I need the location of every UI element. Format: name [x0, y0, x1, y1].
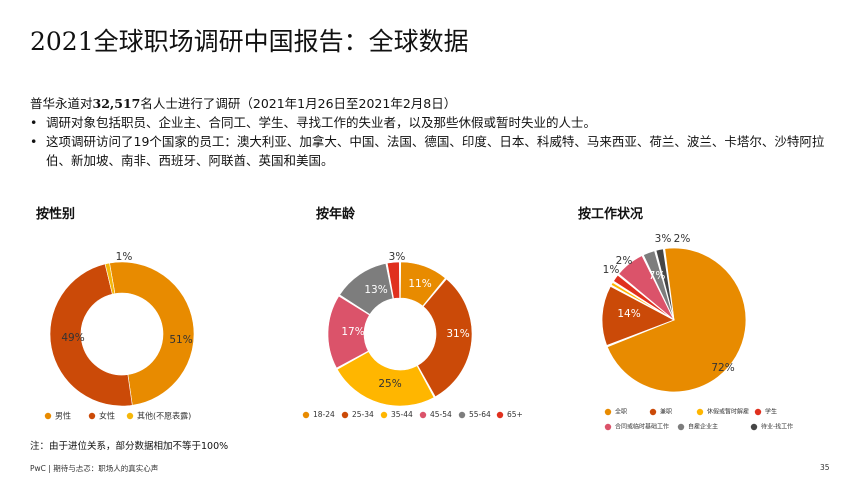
survey-notes: 调研对象包括职员、企业主、合同工、学生、寻找工作的失业者，以及那些休假或暂时失业… — [30, 113, 830, 170]
respondent-count: 32,517 — [92, 96, 141, 111]
legend-swatch — [341, 411, 349, 419]
slice-label: 1% — [603, 264, 620, 276]
slice-label: 7% — [649, 270, 666, 282]
legend-label: 待业-找工作 — [761, 423, 793, 431]
legend-label: 18-24 — [313, 410, 335, 419]
slice-55-64 — [339, 263, 394, 315]
legend-label: 65+ — [507, 410, 523, 419]
legend-label: 全职 — [615, 408, 627, 416]
slice-label: 1% — [116, 251, 133, 263]
chart-title-age: 按年龄 — [316, 207, 356, 222]
footer-source: PwC | 期待与忐忑：职场人的真实心声 — [30, 464, 159, 473]
legend-swatch — [677, 423, 685, 431]
legend-swatch — [302, 411, 310, 419]
slice-label: 11% — [408, 278, 431, 290]
bullet-respondents: 调研对象包括职员、企业主、合同工、学生、寻找工作的失业者，以及那些休假或暂时失业… — [30, 113, 830, 132]
chart-title-work-status: 按工作状况 — [578, 207, 644, 222]
legend-swatch — [419, 411, 427, 419]
slice-label: 13% — [364, 284, 387, 296]
slice-45-54 — [327, 295, 370, 369]
intro-prefix: 普华永道对 — [30, 96, 93, 111]
slice-待业-找工作 — [655, 248, 675, 321]
legend-swatch — [126, 412, 134, 420]
slice-label: 17% — [341, 326, 364, 338]
slice-label: 2% — [616, 255, 633, 267]
legend-label: 35-44 — [391, 410, 413, 419]
bullet-countries: 这项调研访问了19个国家的员工：澳大利亚、加拿大、中国、法国、德国、印度、日本、… — [30, 132, 830, 170]
slice-label: 25% — [378, 378, 401, 390]
slice-label: 51% — [169, 334, 192, 346]
legend-label: 合同或临时基础工作 — [615, 423, 669, 431]
footnote: 注：由于进位关系，部分数据相加不等于100% — [30, 441, 229, 452]
legend-swatch — [604, 423, 612, 431]
slice-65+ — [386, 261, 400, 299]
slice-其他(不愿表露) — [104, 262, 116, 295]
slice-合同或临时基础工作 — [618, 254, 675, 321]
slice-男性 — [109, 261, 195, 406]
legend-label: 兼职 — [660, 408, 672, 416]
donut-gender: 51% 49% 1% 男性 女性 其他(不愿表露) — [44, 251, 195, 421]
slice-18-24 — [400, 261, 446, 307]
slice-label: 3% — [655, 233, 672, 245]
legend-label: 其他(不愿表露) — [137, 411, 191, 421]
slice-兼职 — [601, 285, 675, 347]
slice-自雇企业主 — [642, 250, 675, 321]
slice-label: 2% — [674, 233, 691, 245]
legend-swatch — [754, 408, 762, 416]
legend-swatch — [604, 408, 612, 416]
legend-label: 45-54 — [430, 410, 452, 419]
legend-label: 25-34 — [352, 410, 374, 419]
legend-label: 自雇企业主 — [688, 423, 718, 431]
slice-label: 31% — [446, 328, 469, 340]
slice-休假或暂时解雇 — [610, 281, 675, 321]
slice-35-44 — [336, 351, 435, 407]
slice-25-34 — [417, 278, 473, 398]
slice-label: 14% — [617, 308, 640, 320]
legend-label: 55-64 — [469, 410, 491, 419]
legend-swatch — [44, 412, 52, 420]
legend-swatch — [696, 408, 704, 416]
slice-label: 72% — [711, 362, 734, 374]
legend-label: 女性 — [99, 411, 115, 421]
legend-label: 男性 — [55, 411, 71, 421]
slice-学生 — [612, 274, 675, 321]
page-title: 2021全球职场调研中国报告：全球数据 — [30, 27, 469, 56]
slice-label: 3% — [389, 251, 406, 263]
legend-swatch — [88, 412, 96, 420]
legend-swatch — [458, 411, 466, 419]
legend-swatch — [750, 423, 758, 431]
legend-label: 学生 — [765, 408, 777, 416]
chart-title-gender: 按性别 — [36, 207, 76, 222]
intro-suffix: 名人士进行了调研（2021年1月26日至2021年2月8日） — [140, 96, 457, 111]
legend-label: 休假或暂时解雇 — [707, 408, 749, 416]
survey-intro: 普华永道对32,517名人士进行了调研（2021年1月26日至2021年2月8日… — [30, 93, 456, 112]
legend-swatch — [496, 411, 504, 419]
legend-swatch — [380, 411, 388, 419]
donut-age: 11% 31% 25% 17% 13% 3% 18-24 25-34 35-44 45-54 55-… — [302, 251, 523, 419]
slice-全职 — [606, 247, 747, 393]
slice-女性 — [49, 263, 133, 407]
slice-label: 49% — [61, 332, 84, 344]
legend-swatch — [649, 408, 657, 416]
page-number: 35 — [820, 463, 830, 472]
